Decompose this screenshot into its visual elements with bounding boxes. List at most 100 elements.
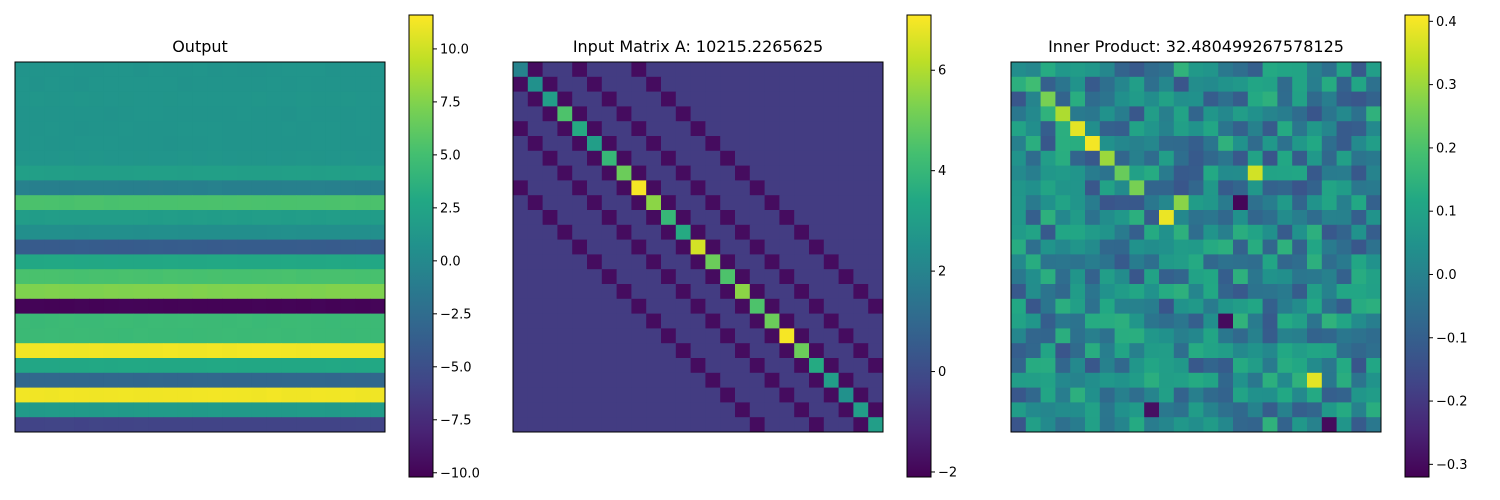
- heatmap-cell: [1321, 180, 1337, 196]
- heatmap-cell: [1218, 224, 1234, 240]
- heatmap-cell: [133, 150, 149, 166]
- heatmap-cell: [103, 402, 119, 418]
- heatmap-cell: [1336, 210, 1352, 226]
- heatmap-cell: [133, 387, 149, 403]
- heatmap-cell: [325, 284, 341, 300]
- heatmap-cell: [794, 106, 810, 122]
- heatmap-cell: [868, 136, 884, 152]
- heatmap-cell: [631, 239, 647, 255]
- heatmap-cell: [823, 62, 839, 78]
- heatmap-cell: [527, 180, 543, 196]
- heatmap-cell: [823, 372, 839, 388]
- heatmap-cell: [177, 91, 193, 107]
- heatmap-cell: [675, 284, 691, 300]
- heatmap-cell: [325, 62, 341, 78]
- heatmap-cell: [809, 298, 825, 314]
- heatmap-cell: [631, 298, 647, 314]
- heatmap-cell: [103, 269, 119, 285]
- heatmap-cell: [133, 210, 149, 226]
- heatmap-cell: [720, 136, 736, 152]
- heatmap-cell: [266, 121, 282, 137]
- heatmap-cell: [15, 417, 31, 433]
- heatmap-cell: [587, 62, 603, 78]
- heatmap-cell: [1085, 180, 1101, 196]
- heatmap-cell: [1055, 224, 1071, 240]
- heatmap-cell: [720, 372, 736, 388]
- heatmap-cell: [29, 284, 45, 300]
- heatmap-cell: [587, 328, 603, 344]
- heatmap-cell: [281, 195, 297, 211]
- heatmap-cell: [1292, 372, 1308, 388]
- heatmap-cell: [1351, 76, 1367, 92]
- heatmap-cell: [296, 106, 312, 122]
- heatmap-cell: [74, 136, 90, 152]
- heatmap-cell: [74, 269, 90, 285]
- heatmap-cell: [779, 121, 795, 137]
- heatmap-cell: [118, 165, 134, 181]
- heatmap-cell: [616, 150, 632, 166]
- heatmap-cell: [1307, 180, 1323, 196]
- heatmap-cell: [266, 239, 282, 255]
- heatmap-cell: [1144, 165, 1160, 181]
- heatmap-cell: [1129, 284, 1145, 300]
- colorbar-tick-label: −0.3: [1436, 458, 1468, 473]
- heatmap-cell: [1218, 358, 1234, 374]
- heatmap-cell: [148, 372, 164, 388]
- heatmap-cell: [557, 313, 573, 329]
- heatmap-cell: [1159, 328, 1175, 344]
- heatmap-cell: [749, 254, 765, 270]
- heatmap-cell: [587, 254, 603, 270]
- heatmap-cell: [133, 165, 149, 181]
- heatmap-cell: [513, 91, 529, 107]
- heatmap-cell: [1055, 417, 1071, 433]
- heatmap-cell: [311, 269, 327, 285]
- heatmap-cell: [1351, 343, 1367, 359]
- heatmap-cell: [764, 150, 780, 166]
- heatmap-cell: [572, 106, 588, 122]
- heatmap-cell: [207, 239, 223, 255]
- heatmap-cell: [148, 328, 164, 344]
- heatmap-cell: [779, 372, 795, 388]
- heatmap-cell: [89, 121, 105, 137]
- heatmap-cell: [1233, 121, 1249, 137]
- heatmap-cell: [370, 210, 386, 226]
- heatmap-cell: [690, 62, 706, 78]
- heatmap-cell: [1203, 121, 1219, 137]
- heatmap-cell: [266, 328, 282, 344]
- heatmap-cell: [720, 210, 736, 226]
- heatmap-cell: [838, 195, 854, 211]
- heatmap-cell: [1233, 106, 1249, 122]
- heatmap-cell: [1351, 91, 1367, 107]
- heatmap-cell: [823, 239, 839, 255]
- heatmap-cell: [1129, 328, 1145, 344]
- heatmap-cell: [59, 402, 75, 418]
- heatmap-cell: [631, 224, 647, 240]
- heatmap-cell: [823, 224, 839, 240]
- heatmap-cell: [1233, 372, 1249, 388]
- heatmap-cell: [237, 224, 253, 240]
- heatmap-cell: [527, 254, 543, 270]
- heatmap-cell: [251, 91, 267, 107]
- heatmap-cell: [735, 121, 751, 137]
- heatmap-cell: [118, 121, 134, 137]
- heatmap-cell: [572, 121, 588, 137]
- heatmap-cell: [15, 62, 31, 78]
- heatmap-cell: [44, 150, 60, 166]
- heatmap-cell: [1233, 269, 1249, 285]
- heatmap-cell: [133, 402, 149, 418]
- heatmap-cell: [794, 402, 810, 418]
- heatmap-cell: [661, 180, 677, 196]
- heatmap-cell: [809, 402, 825, 418]
- heatmap-cell: [59, 284, 75, 300]
- heatmap-cell: [809, 210, 825, 226]
- heatmap-cell: [631, 195, 647, 211]
- heatmap-cell: [1366, 387, 1382, 403]
- heatmap-cell: [853, 106, 869, 122]
- heatmap-cell: [222, 150, 238, 166]
- heatmap-cell: [1040, 269, 1056, 285]
- heatmap-cell: [237, 165, 253, 181]
- heatmap-cell: [749, 269, 765, 285]
- heatmap-cell: [1277, 224, 1293, 240]
- heatmap-cell: [133, 76, 149, 92]
- heatmap-cell: [355, 417, 371, 433]
